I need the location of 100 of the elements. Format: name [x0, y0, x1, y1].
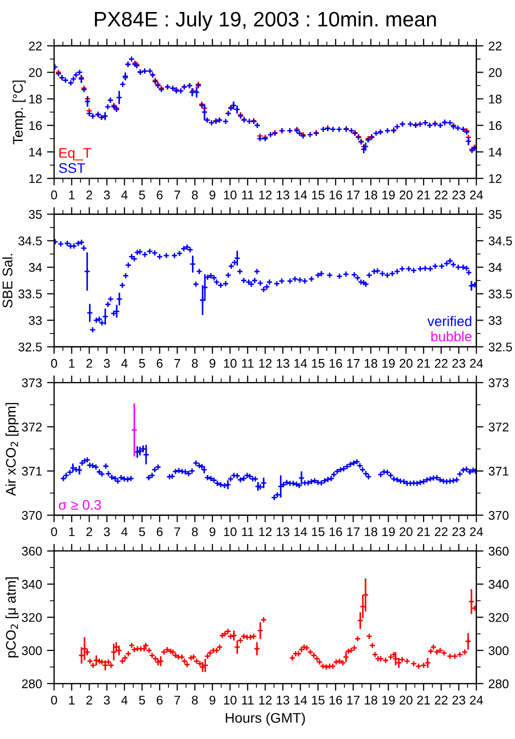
x-tick-label: 4: [121, 527, 128, 536]
x-tick-label: 5: [139, 359, 146, 368]
x-tick-label: 18: [364, 527, 378, 536]
y-tick-label: 300: [22, 646, 42, 656]
x-tick-label: 1: [69, 190, 75, 200]
x-tick-label: 16: [330, 190, 342, 200]
y2-tick-label: 35: [488, 210, 502, 219]
y2-tick-label: 280: [488, 679, 509, 688]
x-tick-label: 12: [259, 696, 272, 704]
x-tick-label: 8: [192, 527, 198, 536]
x-tick-label: 2: [86, 696, 92, 704]
x-tick-label: 7: [174, 359, 180, 368]
x-tick-label: 23: [452, 190, 466, 200]
x-tick-label: 4: [121, 696, 128, 704]
x-tick-label: 22: [434, 190, 448, 200]
x-tick-label: 22: [434, 358, 448, 368]
y-tick-label: 33.5: [18, 290, 42, 298]
y-axis-title: Temp. [°C]: [12, 80, 26, 144]
x-tick-label: 18: [364, 696, 378, 705]
y-tick-label: 18: [29, 94, 42, 104]
x-tick-label: 1: [69, 527, 75, 536]
x-tick-label: 10: [224, 696, 236, 705]
y-tick-label: 280: [22, 679, 42, 688]
x-tick-label: 23: [452, 358, 466, 368]
x-tick-label: 11: [242, 696, 254, 704]
x-tick-label: 18: [364, 358, 378, 368]
y-tick-label: 371: [22, 466, 42, 476]
y2-tick-label: 22: [488, 42, 502, 50]
x-tick-label: 5: [139, 190, 146, 200]
x-tick-label: 23: [452, 696, 466, 705]
x-tick-label: 18: [364, 190, 378, 200]
x-tick-label: 16: [330, 696, 342, 705]
y-tick-label: 320: [22, 613, 42, 622]
chart-title: PX84E : July 19, 2003 : 10min. mean: [94, 11, 436, 31]
y2-tick-label: 320: [488, 613, 509, 622]
y-tick-label: 370: [22, 510, 42, 520]
x-tick-label: 17: [347, 359, 360, 368]
y2-tick-label: 12: [489, 174, 502, 183]
x-tick-label: 11: [242, 359, 254, 368]
x-tick-label: 24: [470, 696, 483, 704]
y-tick-label: 22: [28, 42, 42, 50]
y2-tick-label: 300: [488, 646, 509, 656]
x-tick-label: 9: [210, 358, 216, 368]
x-tick-label: 8: [192, 696, 198, 705]
x-tick-label: 20: [400, 358, 412, 368]
y2-tick-label: 340: [488, 580, 509, 589]
x-tick-label: 0: [51, 358, 58, 368]
x-tick-label: 17: [347, 190, 360, 200]
y-axis-title: Air xCO$_{2}$ [ppm]: [6, 402, 19, 496]
y2-tick-label: 14: [489, 148, 502, 156]
y2-tick-label: 34.5: [488, 236, 512, 246]
x-tick-label: 5: [139, 527, 146, 536]
x-tick-label: 17: [347, 696, 360, 704]
x-tick-label: 19: [382, 527, 395, 536]
y-tick-label: 34: [28, 263, 42, 272]
x-tick-label: 20: [400, 190, 412, 200]
x-tick-label: 15: [312, 527, 324, 536]
x-tick-label: 24: [470, 358, 483, 368]
x-tick-label: 24: [470, 190, 483, 200]
x-tick-label: 8: [192, 190, 198, 200]
x-tick-label: 19: [382, 696, 395, 705]
y-tick-label: 360: [22, 546, 42, 556]
y-tick-label: 372: [22, 422, 42, 432]
x-tick-label: 6: [156, 696, 163, 705]
x-tick-label: 13: [276, 527, 290, 536]
y2-tick-label: 32.5: [488, 342, 512, 352]
y2-tick-label: 360: [488, 546, 509, 556]
x-tick-label: 12: [259, 527, 272, 536]
x-tick-label: 9: [210, 696, 216, 705]
x-tick-label: 21: [417, 190, 430, 200]
x-tick-label: 13: [276, 358, 290, 368]
x-tick-label: 0: [51, 696, 58, 705]
x-tick-label: 8: [192, 358, 198, 368]
x-tick-label: 23: [452, 527, 466, 536]
x-tick-label: 10: [224, 358, 236, 368]
x-tick-label: 21: [417, 527, 430, 536]
y-tick-label: 373: [22, 378, 42, 388]
x-tick-label: 1: [69, 696, 75, 704]
x-tick-label: 10: [224, 527, 236, 536]
x-tick-label: 4: [121, 190, 128, 200]
x-tick-label: 21: [417, 696, 430, 704]
x-tick-label: 19: [382, 358, 395, 368]
x-tick-label: 2: [86, 527, 92, 536]
x-tick-label: 14: [294, 696, 308, 704]
text: σ ≥ 0.3: [58, 500, 101, 510]
y-axis-title: pCO$_{2}$ [μ atm]: [6, 577, 19, 658]
x-tick-label: 21: [417, 358, 430, 368]
text: Eq_T: [59, 148, 92, 161]
x-tick-label: 15: [312, 696, 324, 705]
x-tick-label: 2: [86, 358, 92, 368]
x-tick-label: 6: [156, 358, 163, 368]
x-tick-label: 22: [434, 696, 448, 704]
x-tick-label: 2: [86, 190, 92, 200]
x-tick-label: 6: [156, 527, 163, 536]
x-tick-label: 17: [347, 527, 360, 536]
x-tick-label: 1: [69, 359, 75, 368]
y2-tick-label: 33: [488, 316, 502, 325]
x-tick-label: 7: [174, 190, 180, 200]
y2-tick-label: 18: [489, 94, 502, 104]
y2-tick-label: 371: [488, 466, 508, 476]
